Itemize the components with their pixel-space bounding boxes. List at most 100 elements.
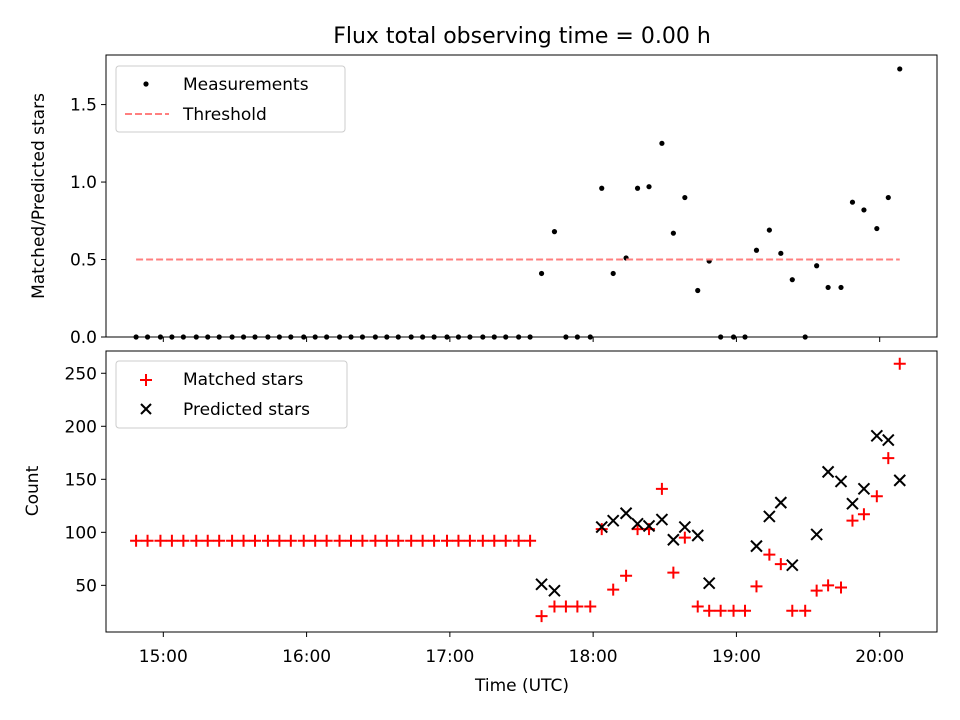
measurement-point [753, 247, 760, 253]
matched-stars-point [524, 534, 537, 547]
matched-stars-point [440, 534, 453, 547]
predicted-stars-point [810, 528, 823, 541]
matched-stars-point [345, 534, 358, 547]
matched-stars-point [678, 531, 691, 544]
bottom-panel: 50 100 150 200 250 15:00 16:00 17:00 18:00 19:00… [23, 350, 938, 696]
matched-stars-point [846, 514, 859, 527]
measurement-point [538, 270, 545, 277]
bottom-y-tick-label: 200 [65, 417, 97, 437]
x-tick-label: 17:00 [425, 647, 474, 667]
matched-stars-point [667, 566, 680, 579]
figure-title: Flux total observing time = 0.00 h [333, 24, 711, 49]
matched-stars-point [273, 534, 286, 547]
measurement-point [180, 334, 186, 340]
x-tick-label: 15:00 [139, 647, 188, 667]
predicted-stars-point [821, 465, 835, 479]
measurement-point [670, 230, 676, 236]
measurement-point [897, 66, 903, 72]
legend-measurements-label: Measurements [183, 75, 309, 95]
measurement-point [133, 334, 139, 340]
measurement-point [682, 194, 688, 201]
matched-stars-point [463, 534, 476, 547]
measurement-point [814, 263, 820, 269]
predicted-stars-point [667, 533, 680, 546]
measurement-point [766, 227, 772, 233]
measurement-point [491, 334, 497, 340]
top-panel: 0.0 0.5 1.0 1.5 Matched/Predicted stars Mea… [29, 54, 938, 348]
legend-measurements-marker [143, 81, 149, 87]
matched-stars-point [297, 534, 310, 547]
legend-predicted-label: Predicted stars [183, 400, 310, 420]
measurement-point [288, 334, 294, 340]
measurement-point [157, 334, 164, 340]
predicted-stars-point [642, 519, 656, 533]
measurement-point [144, 334, 151, 340]
matched-stars-point [727, 604, 740, 617]
measurement-point [359, 334, 366, 340]
measurement-point [659, 140, 665, 146]
matched-stars-point [620, 569, 633, 582]
matched-stars-point [177, 534, 190, 547]
measurement-point [551, 229, 558, 235]
measurement-point [312, 334, 318, 340]
top-y-axis-label: Matched/Predicted stars [29, 93, 49, 299]
measurement-point [825, 284, 831, 291]
matched-stars-point [165, 534, 178, 547]
matched-stars-point [584, 600, 597, 613]
matched-stars-point [870, 490, 883, 503]
matched-stars-point [261, 534, 274, 547]
matched-stars-point [416, 534, 429, 547]
predicted-stars-point [678, 520, 692, 534]
top-legend: Measurements Threshold [115, 65, 346, 133]
measurement-point [527, 334, 533, 340]
measurement-point [408, 334, 414, 340]
measurement-point [503, 334, 509, 340]
matched-stars-point [190, 534, 203, 547]
predicted-stars-point [548, 584, 561, 597]
bottom-y-tick-label: 150 [65, 470, 97, 490]
predicted-stars-point [631, 517, 644, 531]
measurement-point [324, 334, 330, 340]
measurement-point [169, 334, 175, 340]
legend-matched-marker [140, 374, 152, 386]
matched-stars-point [703, 604, 716, 617]
matched-stars-point [320, 534, 333, 547]
matched-stars-point [595, 523, 608, 536]
measurement-point [301, 334, 307, 340]
predicted-stars-point [691, 529, 704, 542]
matched-stars-point [428, 534, 441, 547]
measurement-point [610, 270, 616, 277]
matched-stars-point [380, 534, 393, 547]
measurement-point [574, 334, 580, 340]
matched-stars-point [714, 604, 727, 617]
x-tick-label: 19:00 [712, 647, 761, 667]
measurement-point [838, 284, 844, 291]
matched-stars-point [356, 534, 369, 547]
matched-stars-point [799, 604, 812, 617]
measurement-point [455, 334, 462, 340]
x-tick-label: 16:00 [282, 647, 331, 667]
matched-stars-point [201, 534, 214, 547]
measurement-point [718, 334, 724, 340]
matched-stars-point [452, 534, 465, 547]
bottom-marks [130, 357, 906, 623]
measurement-point [480, 334, 486, 340]
matched-stars-point [571, 600, 584, 613]
top-y-tick-label: 0.5 [70, 251, 97, 271]
matched-stars-point [691, 600, 704, 613]
predicted-stars-point [763, 510, 776, 523]
measurement-point [276, 334, 282, 340]
matched-stars-point [535, 610, 548, 623]
predicted-stars-point [882, 433, 895, 447]
legend-matched-label: Matched stars [183, 370, 303, 390]
measurement-point [467, 334, 473, 340]
predicted-stars-point [870, 429, 884, 443]
matched-stars-point [559, 600, 572, 613]
measurement-point [599, 185, 605, 191]
matched-stars-point [882, 452, 895, 465]
measurement-point [336, 334, 343, 340]
matched-stars-point [141, 534, 154, 547]
matched-stars-point [154, 534, 167, 547]
measurement-point [695, 287, 701, 294]
matched-stars-point [893, 357, 906, 370]
